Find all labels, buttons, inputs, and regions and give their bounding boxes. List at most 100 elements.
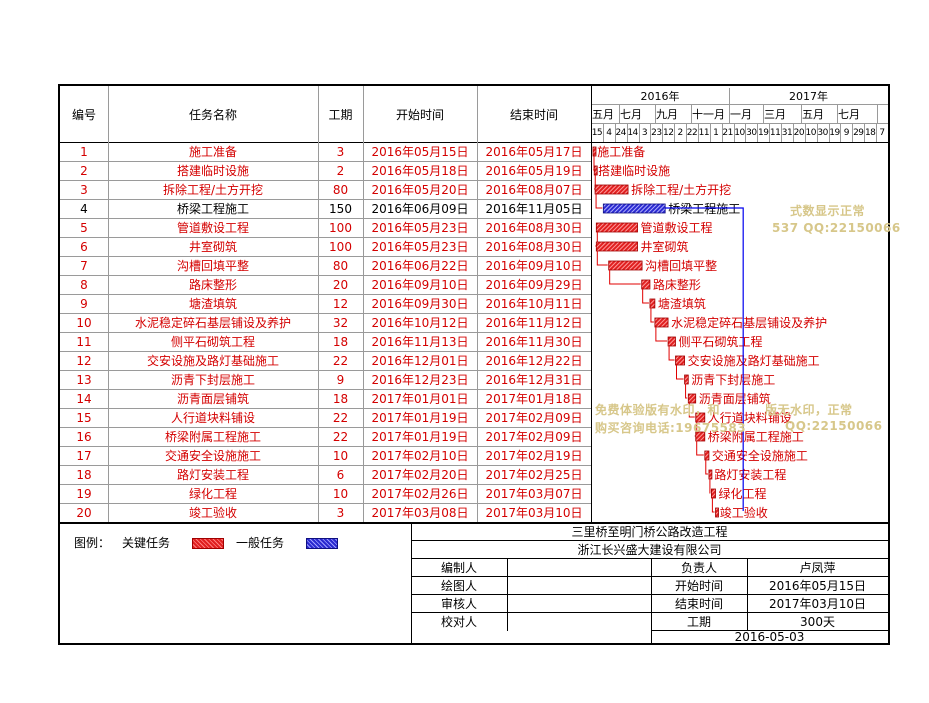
task-id: 16 xyxy=(76,429,92,444)
task-name: 施工准备 xyxy=(188,145,237,159)
watermark-line1: 式数显示正常 xyxy=(790,204,866,218)
task-id: 13 xyxy=(76,372,92,387)
day-label: 9 xyxy=(843,128,850,138)
dependency-link xyxy=(711,498,715,513)
task-id: 14 xyxy=(76,391,92,406)
gantt-bar-label: 沥青面层铺筑 xyxy=(699,391,771,406)
table-row: 18 路灯安装工程 6 2017年02月20日 2017年02月25日 xyxy=(60,465,591,484)
table-row: 6 井室砌筑 100 2016年05月23日 2016年08月30日 xyxy=(60,237,591,256)
task-id: 4 xyxy=(80,201,88,216)
header-id: 编号 xyxy=(71,107,96,122)
month-label: 五月 xyxy=(592,108,614,121)
task-id: 3 xyxy=(80,182,88,197)
task-duration: 100 xyxy=(329,239,352,254)
task-id: 19 xyxy=(76,486,92,501)
task-end: 2016年05月19日 xyxy=(485,164,583,178)
table-row: 2 搭建临时设施 2 2016年05月18日 2016年05月19日 xyxy=(60,161,591,180)
day-label: 1 xyxy=(713,128,719,138)
task-end: 2017年02月19日 xyxy=(485,449,583,463)
task-id: 6 xyxy=(80,239,88,254)
day-label: 24 xyxy=(615,128,626,138)
gantt-bar xyxy=(593,165,598,176)
month-label: 七月 xyxy=(620,108,642,121)
dependency-link xyxy=(595,194,603,209)
gantt-bar xyxy=(667,336,676,347)
proofreader-label: 校对人 xyxy=(440,615,477,629)
year-2016: 2016年 xyxy=(640,90,680,103)
task-start: 2017年01月01日 xyxy=(371,392,469,406)
task-duration: 2 xyxy=(336,163,345,178)
task-end: 2016年11月12日 xyxy=(485,316,583,330)
task-id: 5 xyxy=(80,220,88,235)
gantt-bar xyxy=(704,450,710,461)
task-start: 2016年06月09日 xyxy=(371,202,469,216)
gantt-chart: 施工准备搭建临时设施拆除工程/土方开挖桥梁工程施工管道敷设工程井室砌筑沟槽回填平… xyxy=(592,145,827,520)
task-start: 2016年12月01日 xyxy=(371,354,469,368)
day-label: 11 xyxy=(698,128,710,138)
task-name: 沥青下封层施工 xyxy=(170,373,255,387)
task-id: 7 xyxy=(80,258,88,273)
task-duration: 10 xyxy=(332,448,349,463)
start-value: 2016年05月15日 xyxy=(768,579,867,593)
task-end: 2017年02月09日 xyxy=(485,430,583,444)
task-name: 沥青面层铺筑 xyxy=(176,392,249,406)
gantt-bar-label: 井室砌筑 xyxy=(641,239,689,254)
task-start: 2017年02月10日 xyxy=(371,449,469,463)
task-duration: 80 xyxy=(332,182,349,197)
task-duration: 12 xyxy=(332,296,349,311)
day-label: 4 xyxy=(606,128,612,138)
day-label: 18 xyxy=(864,128,876,138)
table-row: 11 侧平石砌筑工程 18 2016年11月13日 2016年11月30日 xyxy=(60,332,591,351)
gantt-bar-label: 管道敷设工程 xyxy=(641,220,713,235)
table-row: 14 沥青面层铺筑 18 2017年01月01日 2017年01月18日 xyxy=(60,389,591,408)
task-name: 交安设施及路灯基础施工 xyxy=(146,354,279,368)
gantt-bar xyxy=(649,298,656,309)
task-end: 2017年03月10日 xyxy=(485,506,583,520)
duration-value: 300天 xyxy=(800,615,835,629)
task-start: 2016年06月22日 xyxy=(371,259,469,273)
summary-link xyxy=(665,207,744,511)
day-label: 2 xyxy=(677,128,683,138)
task-duration: 32 xyxy=(332,315,349,330)
start-label: 开始时间 xyxy=(674,579,723,593)
watermark-line3b: 版无水印，正常 xyxy=(765,403,853,417)
month-label: 一月 xyxy=(730,108,752,121)
task-name: 侧平石砌筑工程 xyxy=(170,335,255,349)
task-start: 2016年05月20日 xyxy=(371,183,469,197)
task-duration: 18 xyxy=(332,391,349,406)
gantt-bar-label: 交通安全设施施工 xyxy=(712,448,808,463)
table-row: 1 施工准备 3 2016年05月15日 2016年05月17日 xyxy=(60,142,591,161)
gantt-bar xyxy=(687,393,697,404)
day-label: 20 xyxy=(793,128,805,138)
task-id: 12 xyxy=(76,353,92,368)
table-row: 10 水泥稳定碎石基层铺设及养护 32 2016年10月12日 2016年11月12日 xyxy=(60,313,591,332)
dependency-link xyxy=(688,403,695,418)
day-label: 30 xyxy=(746,128,757,138)
task-start: 2017年03月08日 xyxy=(371,506,469,520)
task-end: 2016年05月17日 xyxy=(485,145,583,159)
editor-label: 编制人 xyxy=(440,561,477,575)
dependency-link xyxy=(668,346,675,361)
project-name: 三里桥至明门桥公路改造工程 xyxy=(571,525,728,539)
task-duration: 100 xyxy=(329,220,352,235)
day-label: 29 xyxy=(853,128,864,138)
gantt-bar xyxy=(641,279,651,290)
task-name: 搭建临时设施 xyxy=(176,164,249,178)
day-label: 3 xyxy=(641,128,648,138)
task-duration: 6 xyxy=(336,467,345,482)
task-duration: 22 xyxy=(332,429,349,444)
gantt-bar xyxy=(710,488,716,499)
drawer-label: 绘图人 xyxy=(440,579,477,593)
gantt-bar-label: 人行道块料铺设 xyxy=(708,411,792,425)
day-label: 22 xyxy=(686,128,698,138)
day-label: 10 xyxy=(734,128,745,138)
month-label: 七月 xyxy=(838,108,860,121)
task-start: 2016年05月23日 xyxy=(371,240,469,254)
leader-value: 卢凤萍 xyxy=(799,561,836,575)
task-end: 2016年08月07日 xyxy=(485,183,583,197)
task-name: 路灯安装工程 xyxy=(176,468,249,482)
task-end: 2016年09月29日 xyxy=(485,278,583,292)
task-id: 1 xyxy=(80,144,88,159)
gantt-bar xyxy=(715,507,719,518)
gantt-bar-label: 绿化工程 xyxy=(719,486,767,501)
